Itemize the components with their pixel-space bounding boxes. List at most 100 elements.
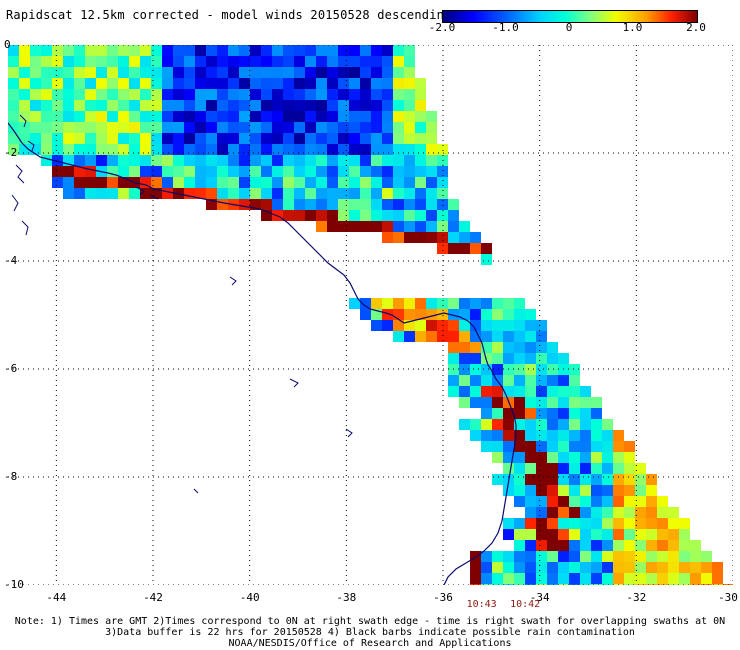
- wind-cell: [382, 298, 393, 309]
- wind-cell: [404, 199, 415, 210]
- wind-cell: [206, 166, 217, 177]
- wind-cell: [591, 408, 602, 419]
- wind-cell: [525, 386, 536, 397]
- wind-cell: [646, 551, 657, 562]
- wind-cell: [173, 111, 184, 122]
- lat-tick-label: -6: [4, 362, 18, 375]
- wind-cell: [536, 551, 547, 562]
- wind-cell: [602, 496, 613, 507]
- wind-cell: [646, 529, 657, 540]
- wind-cell: [41, 155, 52, 166]
- wind-cell: [52, 155, 63, 166]
- wind-cell: [360, 298, 371, 309]
- wind-cell: [63, 100, 74, 111]
- wind-cell: [569, 551, 580, 562]
- wind-cell: [96, 133, 107, 144]
- wind-cell: [173, 166, 184, 177]
- wind-cell: [514, 518, 525, 529]
- wind-cell: [613, 507, 624, 518]
- wind-cell: [173, 133, 184, 144]
- wind-cell: [294, 144, 305, 155]
- wind-cell: [360, 166, 371, 177]
- wind-cell: [96, 56, 107, 67]
- wind-cell: [558, 397, 569, 408]
- wind-cell: [151, 122, 162, 133]
- wind-cell: [536, 485, 547, 496]
- wind-cell: [360, 45, 371, 56]
- wind-cell: [404, 67, 415, 78]
- wind-cell: [580, 573, 591, 584]
- wind-cell: [470, 573, 481, 584]
- wind-cell: [162, 188, 173, 199]
- wind-cell: [426, 298, 437, 309]
- wind-cell: [107, 155, 118, 166]
- wind-cell: [360, 133, 371, 144]
- wind-cell: [239, 122, 250, 133]
- wind-cell: [360, 199, 371, 210]
- wind-cell: [206, 155, 217, 166]
- wind-cell: [63, 111, 74, 122]
- wind-cell: [349, 177, 360, 188]
- wind-cell: [316, 56, 327, 67]
- wind-cell: [349, 210, 360, 221]
- wind-cell: [206, 177, 217, 188]
- wind-cell: [459, 309, 470, 320]
- wind-cell: [624, 518, 635, 529]
- wind-cell: [228, 144, 239, 155]
- wind-cell: [459, 221, 470, 232]
- wind-cell: [492, 320, 503, 331]
- wind-cell: [690, 584, 701, 585]
- wind-cell: [349, 221, 360, 232]
- wind-cell: [294, 210, 305, 221]
- wind-cell: [206, 133, 217, 144]
- wind-cell: [602, 441, 613, 452]
- wind-cell: [679, 573, 690, 584]
- wind-cell: [547, 485, 558, 496]
- wind-cell: [591, 419, 602, 430]
- coastline-brazil: [8, 122, 517, 585]
- wind-cell: [470, 243, 481, 254]
- wind-cell: [481, 386, 492, 397]
- wind-cell: [558, 518, 569, 529]
- wind-cell: [580, 485, 591, 496]
- wind-cell: [580, 474, 591, 485]
- colorbar-label: 1.0: [622, 21, 643, 34]
- coast-islands: [11, 114, 353, 494]
- wind-cell: [525, 375, 536, 386]
- wind-cell: [195, 89, 206, 100]
- wind-cell: [591, 573, 602, 584]
- wind-cell: [52, 166, 63, 177]
- wind-cell: [470, 551, 481, 562]
- wind-cell: [591, 441, 602, 452]
- wind-cell: [74, 144, 85, 155]
- wind-cell: [52, 111, 63, 122]
- wind-cell: [74, 78, 85, 89]
- wind-cell: [514, 452, 525, 463]
- wind-cell: [349, 155, 360, 166]
- wind-cell: [558, 529, 569, 540]
- wind-cell: [118, 45, 129, 56]
- wind-cell: [19, 56, 30, 67]
- wind-cell: [85, 166, 96, 177]
- wind-cell: [470, 430, 481, 441]
- wind-cell: [195, 166, 206, 177]
- wind-cell: [129, 144, 140, 155]
- wind-cell: [338, 188, 349, 199]
- colorbar-label: 0: [565, 21, 573, 34]
- wind-cell: [514, 342, 525, 353]
- wind-cell: [74, 155, 85, 166]
- wind-cell: [470, 419, 481, 430]
- wind-cell: [404, 56, 415, 67]
- wind-cell: [404, 111, 415, 122]
- wind-cell: [8, 144, 19, 155]
- wind-cell: [481, 364, 492, 375]
- wind-cell: [459, 364, 470, 375]
- wind-cell: [393, 45, 404, 56]
- wind-cell: [261, 78, 272, 89]
- wind-cell: [129, 155, 140, 166]
- wind-cell: [514, 474, 525, 485]
- colorbar-label: -1.0: [492, 21, 519, 34]
- wind-cell: [459, 320, 470, 331]
- wind-cell: [569, 540, 580, 551]
- wind-cell: [635, 573, 646, 584]
